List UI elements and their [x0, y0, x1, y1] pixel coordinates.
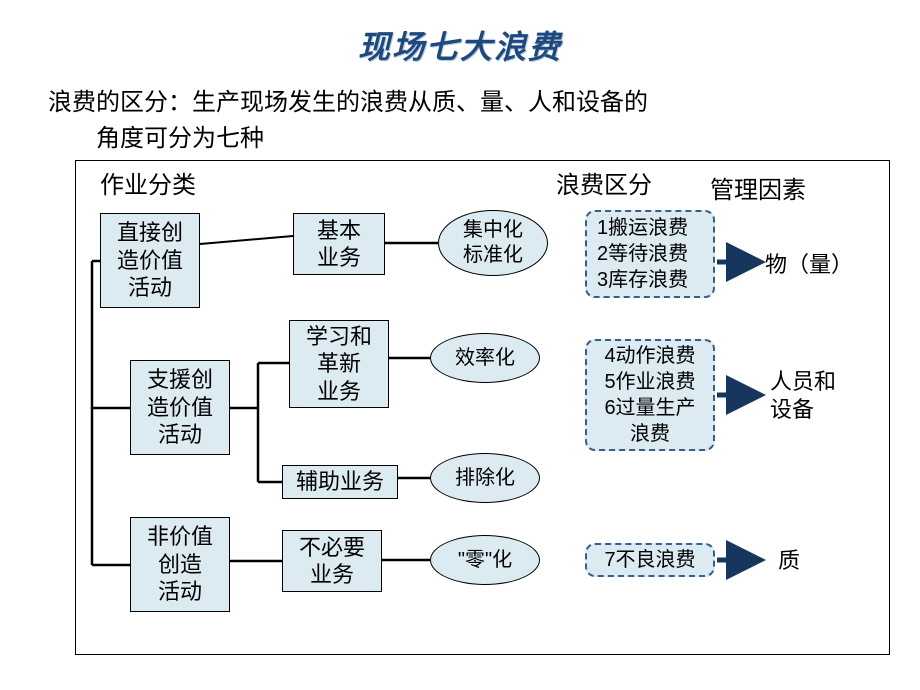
- t: 学习和: [306, 323, 372, 351]
- factor-quality: 质: [778, 547, 800, 575]
- activity-support-value: 支援创 造价值 活动: [130, 360, 230, 455]
- t: 集中化: [463, 218, 523, 243]
- t: 人员和: [770, 369, 836, 394]
- biz-auxiliary: 辅助业务: [282, 465, 398, 499]
- t: 造价值: [117, 247, 183, 275]
- header-work: 作业分类: [100, 165, 196, 200]
- biz-learn-innovate: 学习和 革新 业务: [289, 320, 389, 408]
- t: 非价值: [147, 523, 213, 551]
- factor-material: 物（量）: [765, 251, 853, 279]
- t: 排除化: [455, 466, 515, 491]
- ellipse-eliminate: 排除化: [430, 453, 540, 503]
- ellipse-efficiency: 效率化: [430, 333, 540, 383]
- t: 2等待浪费: [597, 241, 688, 267]
- t: 造价值: [147, 394, 213, 422]
- t: 4动作浪费: [604, 343, 695, 369]
- t: 6过量生产: [604, 395, 695, 421]
- activity-non-value: 非价值 创造 活动: [130, 517, 230, 612]
- t: 基本: [317, 217, 361, 245]
- t: 活动: [158, 421, 202, 449]
- t: 1搬运浪费: [597, 215, 688, 241]
- biz-unnecessary: 不必要 业务: [282, 530, 382, 592]
- waste-group-3: 7不良浪费: [585, 543, 715, 577]
- t: 3库存浪费: [597, 267, 688, 293]
- t: 业务: [310, 561, 354, 589]
- t: 效率化: [455, 346, 515, 371]
- t: 标准化: [463, 243, 523, 268]
- t: 革新: [317, 350, 361, 378]
- t: 支援创: [147, 366, 213, 394]
- factor-people-equipment: 人员和 设备: [770, 368, 836, 423]
- t: 活动: [128, 274, 172, 302]
- biz-basic: 基本 业务: [293, 213, 385, 275]
- activity-direct-value: 直接创 造价值 活动: [100, 213, 200, 308]
- waste-group-1: 1搬运浪费 2等待浪费 3库存浪费: [585, 210, 715, 298]
- t: 7不良浪费: [604, 547, 695, 573]
- t: 辅助业务: [296, 468, 384, 496]
- t: 创造: [158, 551, 202, 579]
- t: 不必要: [299, 534, 365, 562]
- diagram-stage: 作业分类 浪费区分 管理因素 直接创 造价值 活动 支援创 造价值 活动 非价值…: [0, 0, 920, 690]
- header-factor: 管理因素: [710, 170, 806, 205]
- t: "零"化: [458, 548, 512, 573]
- ellipse-zero: "零"化: [430, 535, 540, 585]
- t: 5作业浪费: [604, 369, 695, 395]
- t: 浪费: [630, 421, 670, 447]
- t: 直接创: [117, 219, 183, 247]
- t: 业务: [317, 244, 361, 272]
- t: 活动: [158, 578, 202, 606]
- waste-group-2: 4动作浪费 5作业浪费 6过量生产 浪费: [585, 339, 715, 451]
- t: 业务: [317, 378, 361, 406]
- header-waste: 浪费区分: [556, 165, 652, 200]
- ellipse-centralize-standardize: 集中化 标准化: [438, 210, 548, 276]
- t: 设备: [770, 397, 814, 422]
